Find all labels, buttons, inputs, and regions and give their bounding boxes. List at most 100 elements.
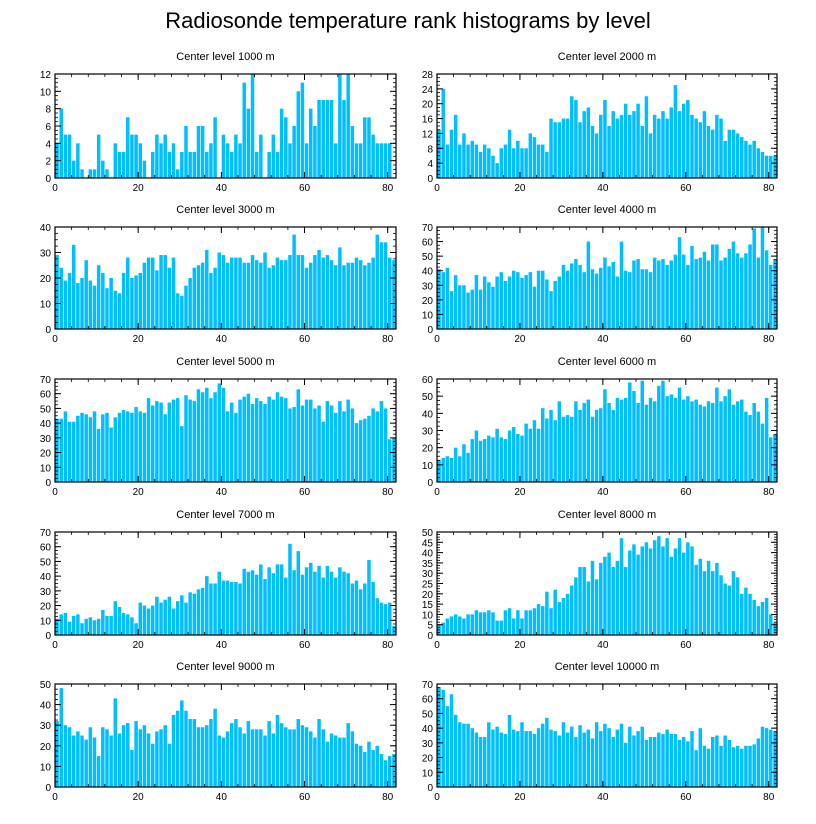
histogram-bar xyxy=(478,612,483,635)
histogram-bar xyxy=(250,729,255,787)
y-tick-label: 10 xyxy=(40,87,52,98)
histogram-bar xyxy=(528,133,533,178)
histogram-bar xyxy=(487,610,491,635)
histogram-bar xyxy=(561,416,566,482)
histogram-bar xyxy=(482,144,487,178)
histogram-bar xyxy=(142,605,147,635)
histogram-bar xyxy=(441,88,445,178)
histogram-bar xyxy=(188,399,192,482)
histogram-bar xyxy=(296,389,301,482)
histogram-bar xyxy=(698,122,703,178)
histogram-bar xyxy=(159,729,163,787)
histogram-bar xyxy=(570,726,574,787)
x-tick-label: 20 xyxy=(133,334,145,345)
y-tick-label: 24 xyxy=(422,85,434,96)
histogram-bar xyxy=(59,688,63,787)
x-tick-label: 40 xyxy=(216,792,228,803)
y-tick-label: 10 xyxy=(422,768,434,779)
histogram-bar xyxy=(134,134,138,178)
histogram-bar xyxy=(532,286,537,329)
histogram-bar xyxy=(346,399,350,482)
histogram-bar xyxy=(673,254,678,329)
x-tick-label: 80 xyxy=(763,640,775,651)
histogram-bar xyxy=(619,114,624,178)
histogram-bar xyxy=(263,404,267,482)
y-tick-label: 20 xyxy=(40,274,52,285)
histogram-bar xyxy=(740,137,744,178)
histogram-bar xyxy=(259,564,263,635)
histogram-bar xyxy=(171,257,176,329)
histogram-bar xyxy=(296,91,301,178)
histogram-bar xyxy=(715,387,719,482)
histogram-bar xyxy=(167,743,172,787)
histogram-bar xyxy=(470,289,474,329)
histogram-bar xyxy=(590,269,595,329)
histogram-bar xyxy=(669,107,674,178)
y-tick-label: 40 xyxy=(422,724,434,735)
histogram-bar xyxy=(150,743,155,787)
histogram-bar xyxy=(615,276,620,329)
x-tick-label: 20 xyxy=(514,183,526,194)
y-tick-label: 16 xyxy=(422,115,434,126)
histogram-bar xyxy=(549,291,553,329)
histogram-bar xyxy=(652,540,657,635)
histogram-bar xyxy=(321,421,325,482)
histogram-bar xyxy=(267,567,271,635)
histogram-bar xyxy=(570,585,574,635)
histogram-bar xyxy=(234,134,238,178)
histogram-bar xyxy=(71,244,76,329)
y-tick-label: 20 xyxy=(422,754,434,765)
histogram-bar xyxy=(731,129,736,178)
histogram-bar xyxy=(200,727,205,787)
histogram-bar xyxy=(690,245,694,329)
histogram-bar xyxy=(342,571,346,635)
histogram-bar xyxy=(740,748,744,787)
histogram-bar xyxy=(80,169,84,178)
histogram-bar xyxy=(623,742,628,787)
histogram-bar xyxy=(710,736,715,787)
histogram-bar xyxy=(346,573,350,635)
histogram-bar xyxy=(250,570,255,635)
histogram-bar xyxy=(76,731,80,787)
histogram-bar xyxy=(727,389,732,482)
histogram-bar xyxy=(184,710,188,787)
histogram-bar xyxy=(121,725,126,787)
x-tick-label: 40 xyxy=(216,183,228,194)
histogram-bar xyxy=(503,439,508,482)
histogram-bar xyxy=(644,542,649,635)
histogram-bar xyxy=(690,546,694,635)
histogram-bar xyxy=(628,114,632,178)
histogram-bar xyxy=(109,735,113,787)
x-tick-label: 0 xyxy=(434,640,440,651)
histogram-bar xyxy=(644,269,649,329)
histogram-bar xyxy=(117,412,122,482)
histogram-bar xyxy=(694,259,698,329)
histogram-bar xyxy=(101,272,105,329)
histogram-bar xyxy=(275,152,280,178)
histogram-bar xyxy=(474,732,479,787)
histogram-bar xyxy=(731,241,736,329)
histogram-bar xyxy=(175,601,180,635)
x-tick-label: 40 xyxy=(597,183,609,194)
histogram-bar xyxy=(599,562,603,635)
histogram-bar xyxy=(383,604,388,635)
histogram-bar xyxy=(769,155,773,178)
histogram-bar xyxy=(221,387,226,482)
histogram-bar xyxy=(346,723,350,787)
histogram-bar xyxy=(686,741,690,787)
histogram-bar xyxy=(309,399,313,482)
histogram-bar xyxy=(482,612,487,635)
histogram-bar xyxy=(677,538,682,635)
histogram-bar xyxy=(648,397,653,482)
histogram-bar xyxy=(628,550,632,635)
histogram-bar xyxy=(727,129,732,178)
histogram-bar xyxy=(462,133,466,178)
histogram-bar xyxy=(313,255,317,329)
y-tick-label: 35 xyxy=(422,559,434,570)
histogram-bar xyxy=(155,596,159,635)
x-tick-label: 0 xyxy=(434,792,440,803)
histogram-bar xyxy=(325,401,330,482)
histogram-bar xyxy=(503,610,508,635)
histogram-bar xyxy=(67,727,72,787)
histogram-bar xyxy=(367,117,371,178)
